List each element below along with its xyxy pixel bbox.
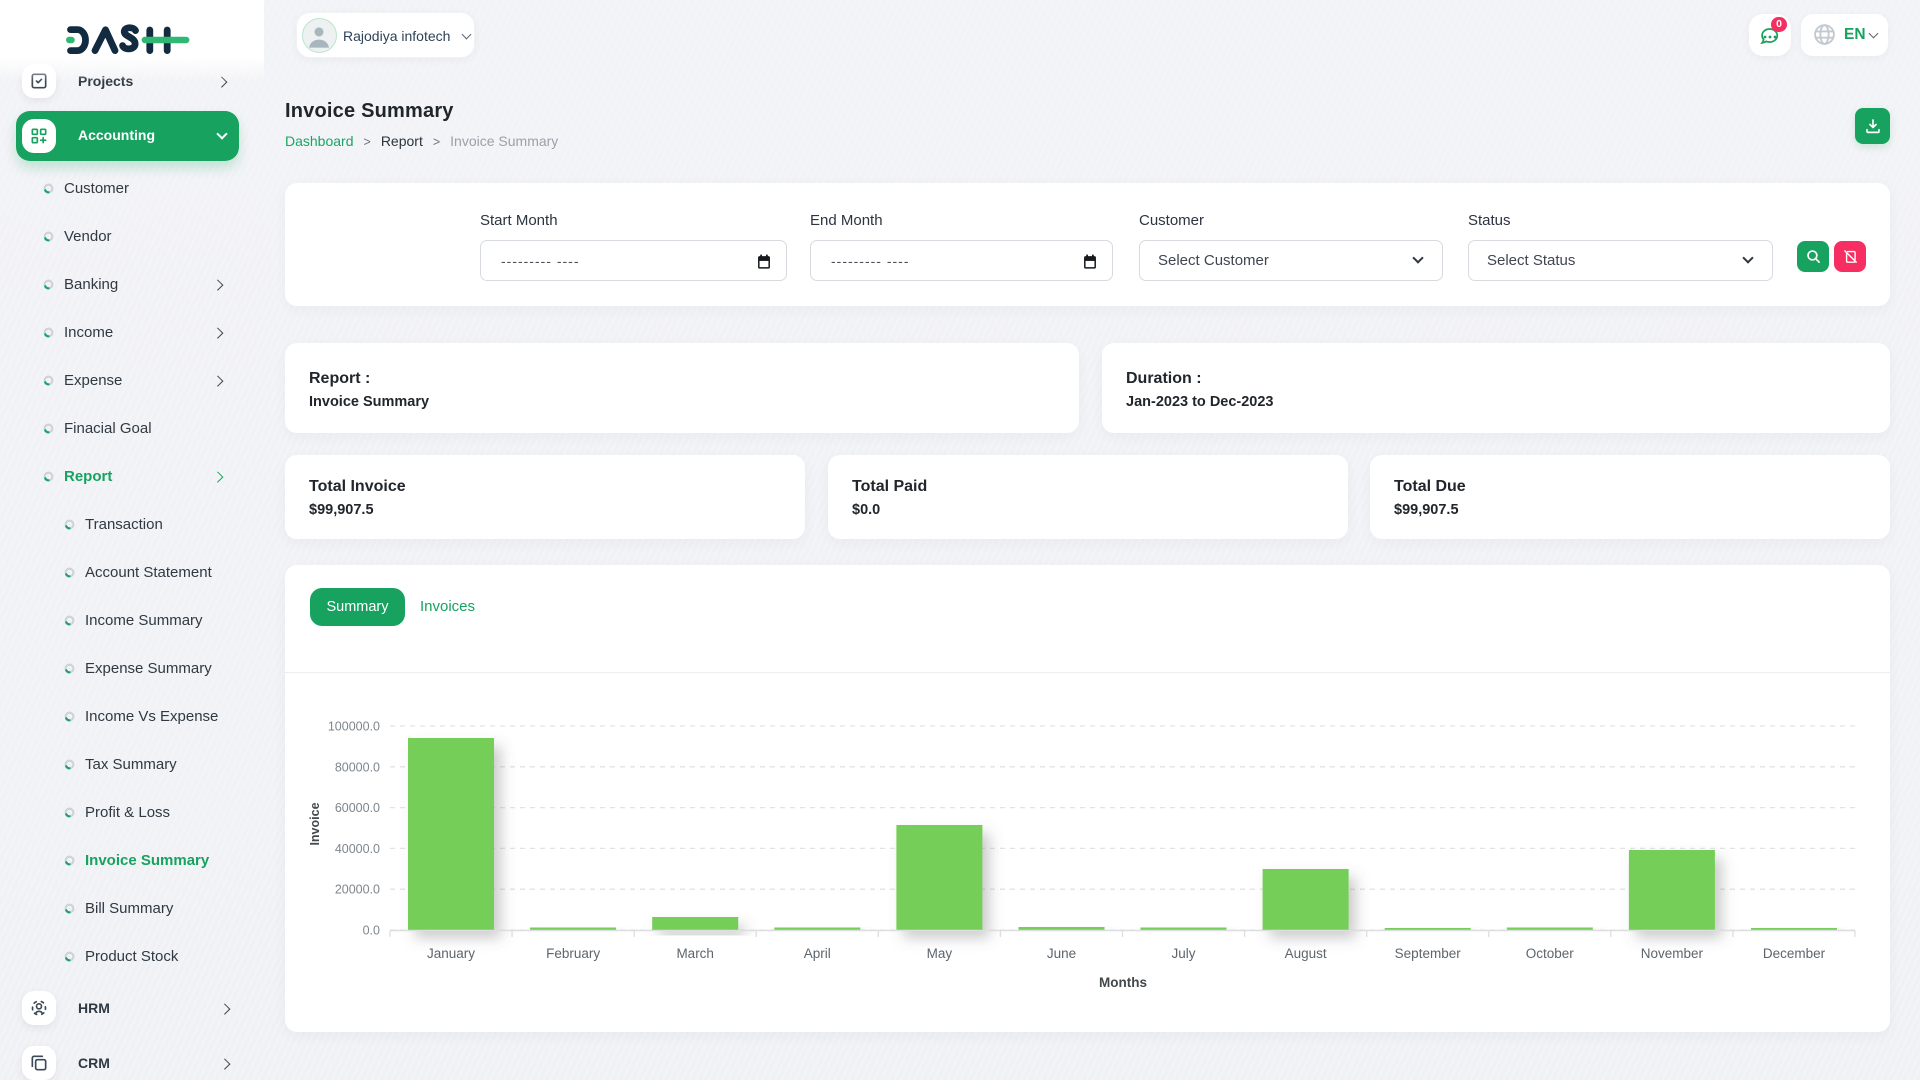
svg-text:0.0: 0.0 <box>363 924 380 938</box>
svg-text:July: July <box>1171 946 1195 961</box>
svg-text:80000.0: 80000.0 <box>335 760 380 774</box>
svg-text:100000.0: 100000.0 <box>328 720 380 734</box>
svg-text:March: March <box>676 946 714 961</box>
svg-text:20000.0: 20000.0 <box>335 883 380 897</box>
svg-text:June: June <box>1047 946 1076 961</box>
svg-text:November: November <box>1641 946 1704 961</box>
svg-text:60000.0: 60000.0 <box>335 801 380 815</box>
svg-text:Invoice: Invoice <box>308 802 322 845</box>
svg-text:February: February <box>546 946 600 961</box>
svg-text:August: August <box>1285 946 1327 961</box>
svg-text:December: December <box>1763 946 1826 961</box>
svg-text:Months: Months <box>1099 975 1147 990</box>
svg-text:May: May <box>927 946 953 961</box>
svg-text:October: October <box>1526 946 1575 961</box>
svg-text:April: April <box>804 946 831 961</box>
svg-text:January: January <box>427 946 475 961</box>
svg-text:September: September <box>1395 946 1462 961</box>
svg-text:40000.0: 40000.0 <box>335 842 380 856</box>
